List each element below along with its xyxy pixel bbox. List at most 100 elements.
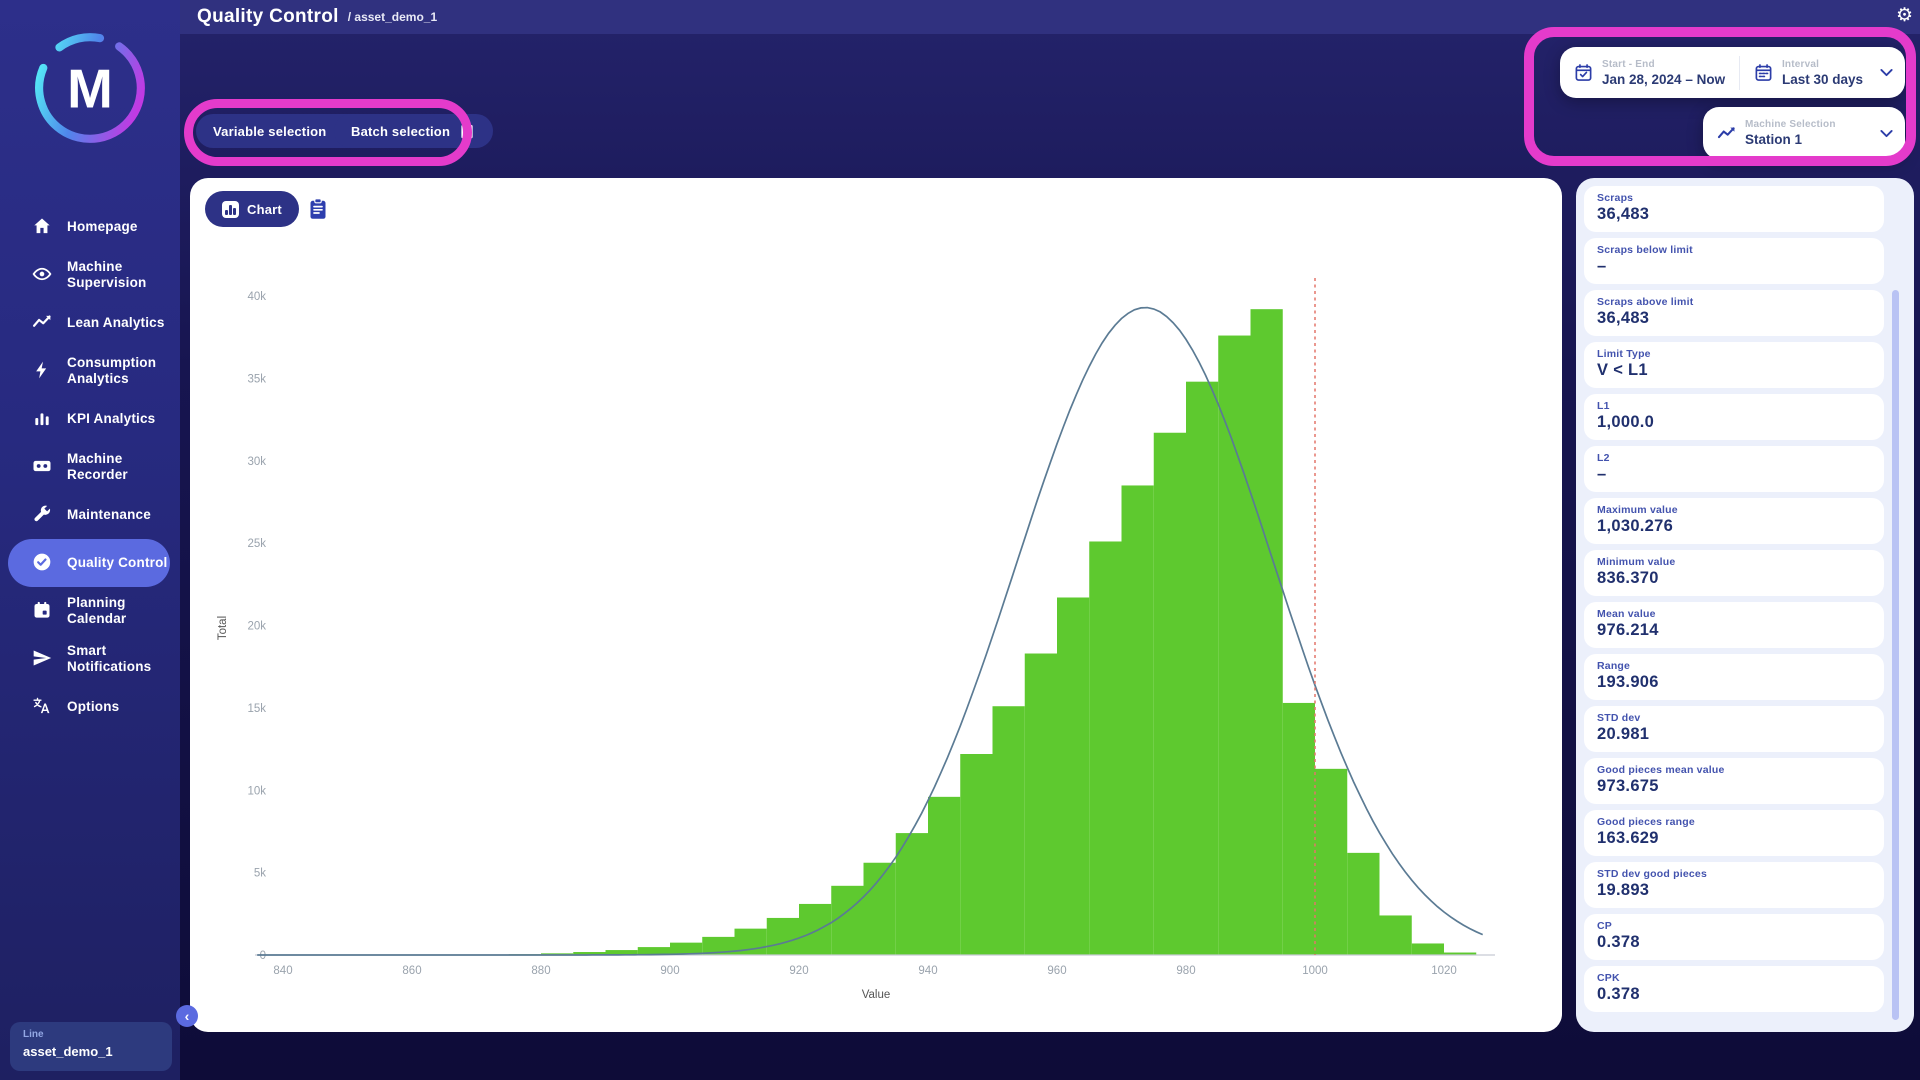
machine-selection-field[interactable]: Machine Selection Station 1 xyxy=(1703,107,1905,159)
axis-tick-label: 25k xyxy=(247,538,266,550)
machine-selection-value: Station 1 xyxy=(1745,132,1803,147)
histogram-bar xyxy=(1379,915,1412,955)
chevron-down-icon[interactable] xyxy=(1877,124,1896,143)
logo-ring xyxy=(35,32,145,143)
page-title: Quality Control xyxy=(197,6,339,27)
histogram-bar xyxy=(573,952,606,955)
histogram-bar xyxy=(1024,653,1057,955)
stats-scrollbar[interactable] xyxy=(1892,290,1899,1020)
stat-label: Scraps above limit xyxy=(1597,296,1694,308)
stat-card: STD dev good pieces 19.893 xyxy=(1584,862,1884,908)
axis-tick-label: 20k xyxy=(247,621,266,633)
histogram-bar xyxy=(1411,943,1444,955)
stat-card: CPK 0.378 xyxy=(1584,966,1884,1012)
x-axis-title: Value xyxy=(862,989,891,1001)
calendar-icon xyxy=(1754,63,1773,82)
stat-value: 36,483 xyxy=(1597,309,1650,327)
series-legend[interactable]: Line asset_demo_1 xyxy=(10,1022,172,1071)
batch-selection-button[interactable]: Batch selection xyxy=(334,114,494,148)
stat-card: Scraps 36,483 xyxy=(1584,186,1884,232)
histogram-bar xyxy=(1218,335,1251,955)
breadcrumb: / asset_demo_1 xyxy=(347,10,438,24)
calendar-check-icon xyxy=(1574,63,1593,82)
sidebar-nav: Homepage Machine Supervision Lean Analyt… xyxy=(0,175,180,731)
sidebar-item-consumption-analytics[interactable]: Consumption Analytics xyxy=(8,347,170,395)
histogram-bar xyxy=(960,754,993,955)
sidebar-item-machine-recorder[interactable]: Machine Recorder xyxy=(8,443,170,491)
stat-value: 0.378 xyxy=(1597,933,1640,951)
topbar: Quality Control / asset_demo_1 ⚙ xyxy=(180,0,1920,34)
bolt-icon xyxy=(32,360,54,382)
stat-label: Limit Type xyxy=(1597,348,1651,360)
stat-value: 163.629 xyxy=(1597,829,1659,847)
chart-tab-label: Chart xyxy=(247,201,282,217)
stat-label: Range xyxy=(1597,660,1631,672)
stat-value: 0.378 xyxy=(1597,985,1640,1003)
stat-value: 976.214 xyxy=(1597,621,1659,639)
axis-tick-label: 5k xyxy=(254,868,266,880)
histogram-bar xyxy=(766,917,799,955)
chart-tab-button[interactable]: Chart xyxy=(205,191,299,227)
stat-value: – xyxy=(1597,465,1607,483)
histogram-chart: 840 860 880 900 920 940 960 980 1000 1020 0 5k 10k 15… xyxy=(217,278,1495,1001)
histogram-bar xyxy=(1121,485,1154,955)
stat-value: 836.370 xyxy=(1597,569,1659,587)
stat-card: Scraps above limit 36,483 xyxy=(1584,290,1884,336)
axis-tick-label: 840 xyxy=(273,965,292,977)
start-end-field[interactable]: Start - End Jan 28, 2024 – Now xyxy=(1560,47,1739,98)
batch-selection-label: Batch selection xyxy=(351,123,451,139)
sidebar-item-machine-supervision[interactable]: Machine Supervision xyxy=(8,251,170,299)
histogram-bar xyxy=(895,833,928,955)
stat-label: Scraps below limit xyxy=(1597,244,1693,256)
histogram-bar xyxy=(928,796,961,955)
stat-value: 1,000.0 xyxy=(1597,413,1655,431)
stat-label: Minimum value xyxy=(1597,556,1676,568)
interval-value: Last 30 days xyxy=(1781,71,1863,87)
table-view-clipboard-icon[interactable] xyxy=(306,196,330,222)
date-filter-card: Start - End Jan 28, 2024 – Now Interval … xyxy=(1560,47,1905,98)
axis-tick-label: 960 xyxy=(1047,965,1066,977)
histogram-bar xyxy=(1153,432,1186,955)
check-circle-icon xyxy=(32,552,54,574)
histogram-bar xyxy=(1444,952,1477,955)
sidebar-item-homepage[interactable]: Homepage xyxy=(8,203,170,251)
histogram-bar xyxy=(1250,309,1283,955)
stat-card: STD dev 20.981 xyxy=(1584,706,1884,752)
y-axis-title: Total xyxy=(217,616,229,640)
axis-tick-label: 1020 xyxy=(1431,965,1457,977)
axis-tick-label: 40k xyxy=(247,291,266,303)
app-logo: M xyxy=(0,0,180,175)
stat-label: STD dev xyxy=(1597,712,1641,724)
start-end-value: Jan 28, 2024 – Now xyxy=(1602,71,1726,87)
chevron-down-icon[interactable] xyxy=(1877,63,1896,82)
stat-card: Good pieces mean value 973.675 xyxy=(1584,758,1884,804)
stat-label: L1 xyxy=(1597,400,1610,412)
sidebar-item-maintenance[interactable]: Maintenance xyxy=(8,491,170,539)
sidebar-collapse-button[interactable]: ‹ xyxy=(176,1005,198,1027)
sidebar-item-options[interactable]: Options xyxy=(8,683,170,731)
stat-card: L2 – xyxy=(1584,446,1884,492)
stat-value: 19.893 xyxy=(1597,881,1650,899)
axis-tick-label: 920 xyxy=(789,965,808,977)
sidebar-item-planning-calendar[interactable]: Planning Calendar xyxy=(8,587,170,635)
histogram-bar xyxy=(863,862,896,955)
histogram-bar xyxy=(1089,541,1122,955)
histogram-bar xyxy=(799,903,832,955)
stat-card: Scraps below limit – xyxy=(1584,238,1884,284)
stat-value: V < L1 xyxy=(1597,361,1648,379)
sidebar-item-lean-analytics[interactable]: Lean Analytics xyxy=(8,299,170,347)
interval-field[interactable]: Interval Last 30 days xyxy=(1740,47,1905,98)
translate-icon xyxy=(32,696,54,718)
sidebar-item-smart-notifications[interactable]: Smart Notifications xyxy=(8,635,170,683)
axis-tick-label: 860 xyxy=(402,965,421,977)
clipboard-icon xyxy=(458,122,476,140)
histogram-bar xyxy=(1347,852,1380,955)
sidebar-item-kpi-analytics[interactable]: KPI Analytics xyxy=(8,395,170,443)
machine-filter-card: Machine Selection Station 1 xyxy=(1703,107,1905,159)
stat-label: Mean value xyxy=(1597,608,1656,620)
sidebar-item-quality-control[interactable]: Quality Control xyxy=(8,539,170,587)
stat-card: Minimum value 836.370 xyxy=(1584,550,1884,596)
calendar-icon xyxy=(32,600,54,622)
gear-icon[interactable]: ⚙ xyxy=(1895,5,1913,26)
axis-tick-label: 980 xyxy=(1176,965,1195,977)
